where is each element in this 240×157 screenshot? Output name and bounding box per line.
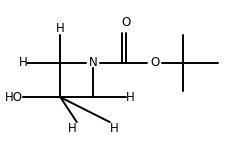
Text: H: H — [19, 56, 27, 69]
Text: H: H — [68, 122, 77, 135]
Text: O: O — [122, 16, 131, 29]
Text: H: H — [110, 122, 119, 135]
Text: H: H — [56, 22, 65, 35]
Text: HO: HO — [5, 91, 23, 104]
Text: H: H — [126, 91, 135, 104]
Text: N: N — [89, 56, 98, 69]
Text: O: O — [150, 56, 159, 69]
